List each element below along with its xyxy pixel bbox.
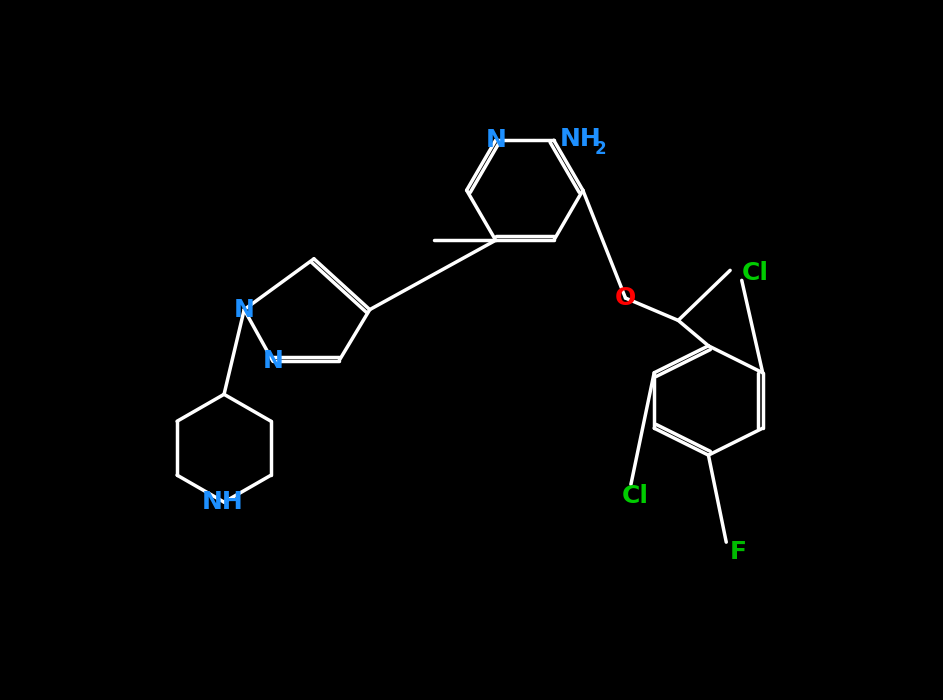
Text: N: N (234, 298, 255, 321)
Text: Cl: Cl (621, 484, 649, 508)
Text: F: F (730, 540, 747, 564)
Text: NH: NH (560, 127, 602, 150)
Text: N: N (486, 128, 506, 152)
Text: O: O (615, 286, 637, 310)
Text: NH: NH (202, 490, 243, 514)
Text: Cl: Cl (742, 260, 769, 285)
Text: 2: 2 (595, 141, 606, 158)
Text: N: N (262, 349, 283, 373)
